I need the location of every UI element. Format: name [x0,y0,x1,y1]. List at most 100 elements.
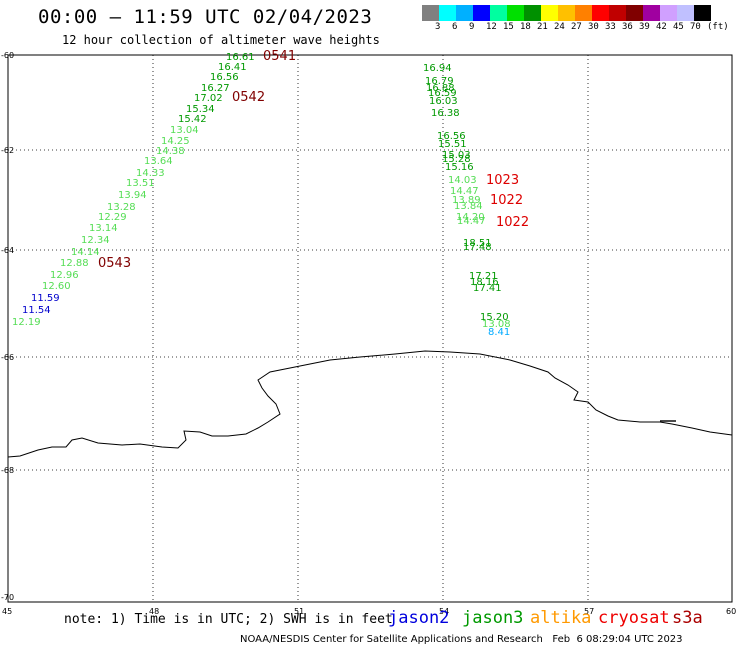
swh-label: 14.14 [71,247,100,258]
latitude-label: -64 [1,246,14,255]
swh-label: 13.08 [482,319,511,330]
swh-label: 15.03 [442,150,471,161]
footer-credit: NOAA/NESDIS Center for Satellite Applica… [240,634,683,645]
colorbar-legend [422,5,711,21]
swh-label: 13.14 [89,223,118,234]
swh-label: 18.51 [463,238,492,249]
map-frame [7,54,733,603]
swh-label: 12.96 [50,270,79,281]
swh-label: 16.38 [431,108,460,119]
swh-label: 15.51 [438,139,467,150]
swh-label: 13.64 [144,156,173,167]
colorbar-label: 12 [486,22,497,32]
colorbar-label: 45 [673,22,684,32]
longitude-label: 48 [149,607,159,616]
satellite-legend-s3a: s3a [672,608,703,628]
satellite-legend-altika: altika [530,608,592,628]
colorbar-label: 36 [622,22,633,32]
latitude-label: -62 [1,146,14,155]
swh-label: 17.41 [473,283,502,294]
swh-label: 12.60 [42,281,71,292]
swh-label: 13.28 [107,202,136,213]
pass-time-label: 0542 [232,90,265,105]
colorbar-label: 18 [520,22,531,32]
colorbar-label: 3 [435,22,441,32]
colorbar-swatch [507,5,524,21]
longitude-label: 51 [294,607,304,616]
swh-label: 17.48 [463,242,492,253]
swh-label: 11.59 [31,293,60,304]
satellite-legend-jason3: jason3 [462,608,524,628]
swh-label: 15.16 [445,162,474,173]
longitude-label: 45 [2,607,12,616]
swh-label: 12.34 [81,235,110,246]
colorbar-swatch [439,5,456,21]
swh-label: 11.54 [22,305,51,316]
longitude-label: 57 [584,607,594,616]
colorbar-label: 70 [690,22,701,32]
latitude-label: -60 [1,51,14,60]
latitude-label: -68 [1,466,14,475]
colorbar-label: 33 [605,22,616,32]
colorbar-label: 39 [639,22,650,32]
colorbar-swatch [660,5,677,21]
swh-label: 14.03 [448,175,477,186]
colorbar-label: 27 [571,22,582,32]
swh-label: 14.20 [456,212,485,223]
swh-label: 13.04 [170,125,199,136]
page-subtitle: 12 hour collection of altimeter wave hei… [62,33,380,47]
coastline [7,350,733,458]
swh-label: 14.33 [136,168,165,179]
colorbar-label: 9 [469,22,475,32]
swh-label: 16.61 [226,52,255,63]
swh-label: 13.94 [118,190,147,201]
map-graticule: -60 -62 -64 -66 -68 -70 45 48 51 54 57 60 [1,51,736,616]
colorbar-label: 24 [554,22,565,32]
satellite-legend-cryosat: cryosat [598,608,670,628]
swh-label: 17.02 [194,93,223,104]
pass-time-label: 0541 [263,49,296,64]
swh-label: 16.79 [425,76,454,87]
pass-time-label: 1022 [490,193,523,208]
swh-label: 14.38 [156,146,185,157]
swh-label: 14.47 [457,216,486,227]
swh-label: 15.34 [186,104,215,115]
colorbar-label: 30 [588,22,599,32]
colorbar-swatch [541,5,558,21]
colorbar-label: 21 [537,22,548,32]
colorbar-label: (ft) [707,22,729,32]
pass-time-label: 1023 [486,173,519,188]
swh-label: 16.27 [201,83,230,94]
colorbar-swatch [643,5,660,21]
pass-time-label: 1022 [496,215,529,230]
swh-label: 17.21 [469,271,498,282]
colorbar-label: 15 [503,22,514,32]
latitude-label: -66 [1,353,14,362]
swh-label: 15.42 [178,114,207,125]
swh-label: 16.03 [429,96,458,107]
page-title: 00:00 – 11:59 UTC 02/04/2023 [38,6,373,28]
swh-label: 16.41 [218,62,247,73]
swh-label: 12.88 [60,258,89,269]
latitude-label: -70 [1,593,14,602]
swh-label: 16.56 [437,131,466,142]
colorbar-swatch [694,5,711,21]
swh-label: 16.88 [426,83,455,94]
swh-label: 13.84 [454,201,483,212]
longitude-label: 60 [726,607,736,616]
swh-label: 16.94 [423,63,452,74]
colorbar-swatch [456,5,473,21]
longitude-label: 54 [439,607,449,616]
colorbar-swatch [677,5,694,21]
colorbar-swatch [558,5,575,21]
swh-label: 18.16 [470,277,499,288]
footer-note: note: 1) Time is in UTC; 2) SWH is in fe… [64,612,393,627]
swh-label: 15.28 [442,154,471,165]
colorbar-label: 42 [656,22,667,32]
colorbar-swatch [592,5,609,21]
swh-label: 16.59 [428,88,457,99]
pass-time-label: 0543 [98,256,131,271]
colorbar-swatch [422,5,439,21]
